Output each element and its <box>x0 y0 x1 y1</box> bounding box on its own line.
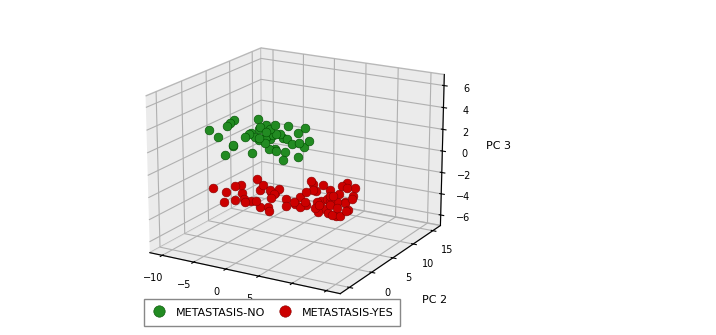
Legend: METASTASIS-NO, METASTASIS-YES: METASTASIS-NO, METASTASIS-YES <box>144 299 400 326</box>
Y-axis label: PC 2: PC 2 <box>422 294 447 305</box>
X-axis label: PC 1: PC 1 <box>205 317 229 327</box>
